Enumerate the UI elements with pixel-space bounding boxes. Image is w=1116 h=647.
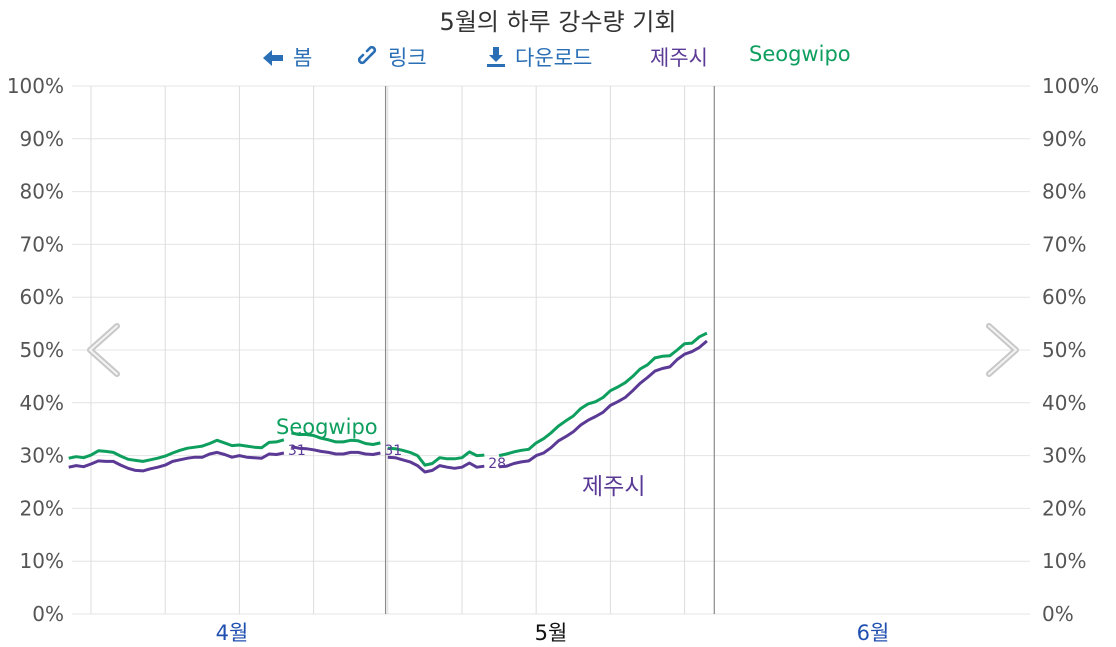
link-icon — [357, 45, 380, 73]
month-label[interactable]: 5월 — [535, 621, 568, 645]
chart-toolbar: 봄 링크 다운로드 제주시 Seogwipo — [0, 42, 1116, 76]
y-tick-right: 30% — [1042, 444, 1086, 468]
y-tick-left: 40% — [20, 391, 64, 415]
series-label-seogwipo: Seogwipo — [276, 415, 378, 439]
y-tick-left: 70% — [20, 232, 64, 256]
series-line-jeju — [68, 450, 285, 473]
y-tick-left: 90% — [20, 127, 64, 151]
next-button[interactable] — [986, 323, 1019, 377]
link-button[interactable]: 링크 — [357, 42, 427, 73]
legend-jeju[interactable]: 제주시 — [650, 46, 708, 70]
series-line-jeju — [290, 445, 381, 456]
y-tick-right: 100% — [1042, 74, 1099, 98]
y-tick-right: 40% — [1042, 391, 1086, 415]
y-tick-left: 0% — [32, 602, 64, 626]
arrow-left-icon — [261, 48, 285, 73]
y-tick-left: 30% — [20, 444, 64, 468]
download-button[interactable]: 다운로드 — [485, 42, 592, 73]
legend-seogwipo[interactable]: Seogwipo — [749, 42, 851, 66]
download-label: 다운로드 — [515, 46, 593, 70]
y-tick-right: 10% — [1042, 549, 1086, 573]
y-tick-left: 100% — [7, 74, 64, 98]
spring-button[interactable]: 봄 — [261, 42, 312, 73]
spring-label: 봄 — [293, 46, 313, 70]
segment-end-label: 28 — [488, 456, 506, 472]
segment-end-label: 31 — [384, 443, 402, 459]
link-label: 링크 — [388, 46, 427, 70]
y-tick-right: 0% — [1042, 602, 1074, 626]
series-label-jeju: 제주시 — [582, 474, 645, 500]
y-tick-left: 80% — [20, 180, 64, 204]
y-tick-right: 80% — [1042, 180, 1086, 204]
y-tick-right: 60% — [1042, 285, 1086, 309]
y-tick-right: 90% — [1042, 127, 1086, 151]
month-label[interactable]: 4월 — [216, 621, 249, 645]
series-line-seogwipo — [498, 331, 708, 458]
series-line-jeju — [387, 455, 485, 474]
y-tick-left: 50% — [20, 338, 64, 362]
y-tick-right: 70% — [1042, 232, 1086, 256]
series-line-seogwipo — [290, 431, 381, 446]
series-line-jeju — [498, 339, 708, 469]
prev-button[interactable] — [87, 323, 120, 377]
y-tick-left: 60% — [20, 285, 64, 309]
y-tick-left: 10% — [20, 549, 64, 573]
y-tick-right: 20% — [1042, 496, 1086, 520]
segment-end-label: 31 — [288, 443, 306, 459]
download-icon — [485, 46, 507, 73]
y-tick-left: 20% — [20, 496, 64, 520]
series-line-seogwipo — [68, 438, 285, 463]
chart-title: 5월의 하루 강수량 기회 — [439, 8, 677, 36]
month-label[interactable]: 6월 — [857, 621, 890, 645]
y-tick-right: 50% — [1042, 338, 1086, 362]
series-line-seogwipo — [387, 446, 485, 467]
